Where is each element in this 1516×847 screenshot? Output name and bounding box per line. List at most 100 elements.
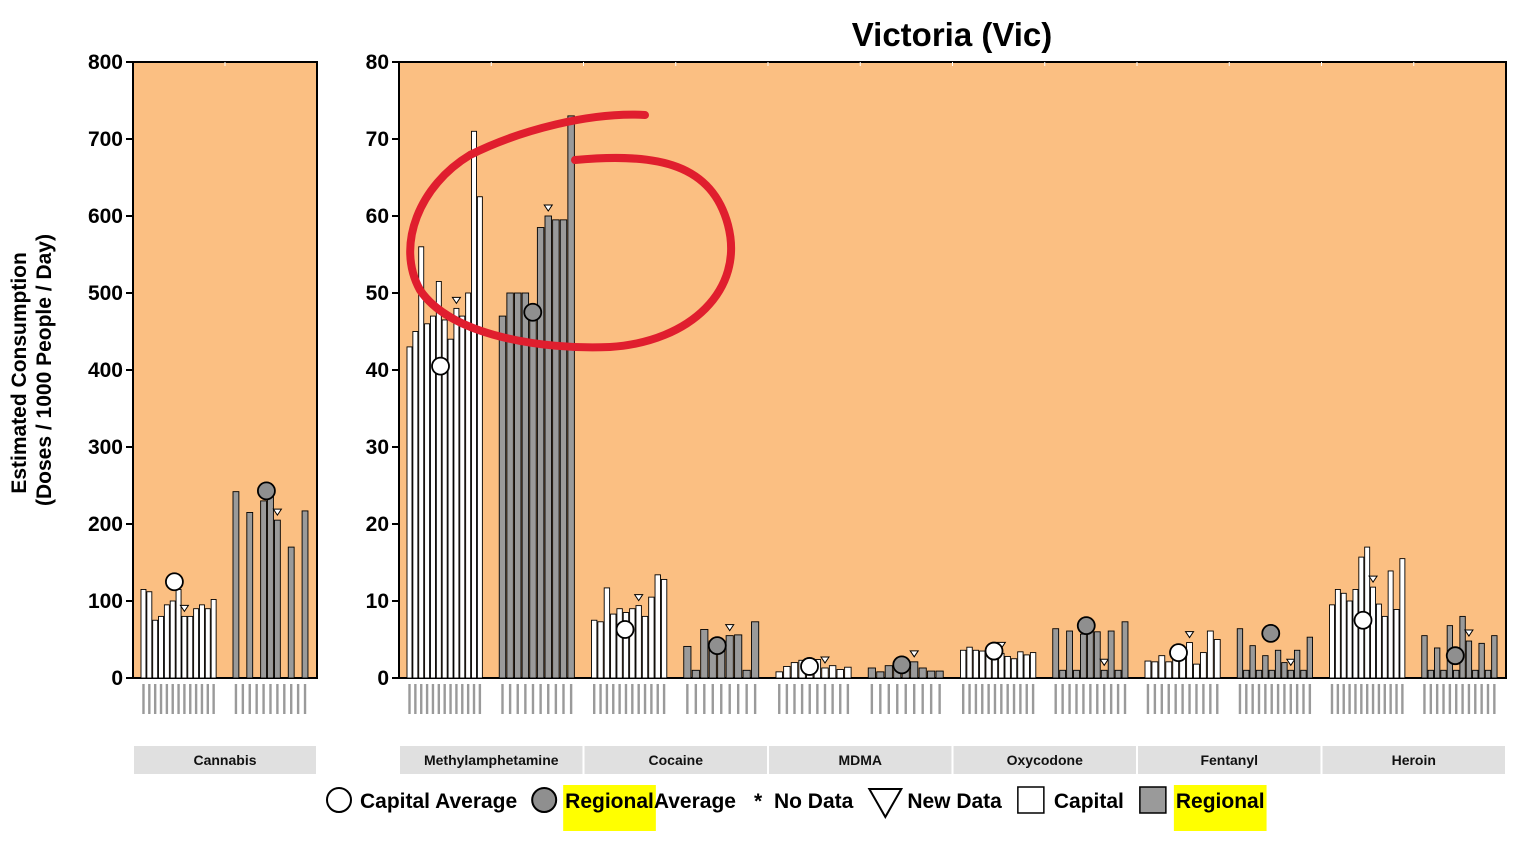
cocaine-regional-new-data-marker xyxy=(724,624,735,632)
cocaine-capital-bar xyxy=(629,608,636,679)
heroin-capital-bar xyxy=(1334,589,1341,679)
heroin-capital-bar xyxy=(1346,600,1353,679)
mdma-capital-new-data-marker xyxy=(820,656,830,664)
cannabis-capital-average-marker xyxy=(164,572,184,592)
oxycodone-capital-bar xyxy=(979,650,986,679)
mdma-capital-date-tick-label xyxy=(800,684,804,714)
heroin-strip xyxy=(1322,746,1505,774)
cannabis-regional-bar xyxy=(232,491,240,679)
legend-item-grey-circle: Regional Average xyxy=(531,785,736,831)
cannabis-capital-date-tick-label xyxy=(194,684,198,714)
mdma-capital-bar xyxy=(790,662,799,679)
fentanyl-capital-bar xyxy=(1144,660,1152,679)
cannabis-capital-bar xyxy=(146,591,153,679)
mdma-regional-bar xyxy=(867,667,876,679)
cannabis-capital-date-tick-label xyxy=(159,684,163,714)
left-y-tick-label: 200 xyxy=(88,513,123,536)
oxycodone-regional-date-tick-label xyxy=(1096,684,1099,714)
mdma-strip-label: MDMA xyxy=(838,752,882,768)
oxycodone-regional-new-data-marker xyxy=(1099,658,1110,667)
legend-grey-circle-icon xyxy=(531,787,558,813)
methylamphetamine-capital-date-tick-label xyxy=(414,684,417,714)
fentanyl-capital-bar xyxy=(1151,661,1159,679)
heroin-capital-date-tick-label xyxy=(1371,684,1375,714)
cannabis-capital-date-tick-label xyxy=(153,684,157,714)
mdma-strip xyxy=(769,746,952,774)
cocaine-capital-new-data-marker xyxy=(633,594,644,602)
heroin-regional-date-tick-label xyxy=(1461,684,1464,714)
cocaine-capital-bar xyxy=(648,596,655,679)
cannabis-capital-date-tick-label xyxy=(171,684,174,714)
heroin-regional-date-tick-label xyxy=(1442,684,1445,714)
oxycodone-capital-date-tick-label xyxy=(974,684,978,714)
cocaine-regional-bar xyxy=(700,629,709,679)
mdma-regional-date-tick-label xyxy=(896,684,899,714)
heroin-capital-date-tick-label xyxy=(1348,684,1351,714)
y-axis-label-line-2: (Doses / 1000 People / Day) xyxy=(33,234,56,506)
fentanyl-regional-date-tick-label xyxy=(1289,684,1292,714)
left-y-tick-label: 0 xyxy=(111,667,123,690)
legend-label: No Data xyxy=(774,790,854,813)
heroin-capital-average-marker xyxy=(1353,610,1373,630)
mdma-capital-bar xyxy=(828,665,837,679)
oxycodone-capital-bar xyxy=(966,646,973,679)
left-y-tick-label: 400 xyxy=(88,359,123,382)
oxycodone-regional-bar xyxy=(1052,628,1060,679)
mdma-capital-bar xyxy=(821,667,829,679)
legend-label: Average xyxy=(654,790,736,813)
methylamphetamine-regional-bar xyxy=(498,315,507,679)
legend-highlight xyxy=(563,785,656,831)
methylamphetamine-capital-bar xyxy=(441,319,448,679)
fentanyl-capital-average-marker xyxy=(1169,643,1188,662)
cannabis-regional-date-tick-label xyxy=(262,684,265,714)
legend-item-open-circle: Capital Average xyxy=(326,787,517,813)
cannabis-regional-date-tick-label xyxy=(290,684,293,714)
methylamphetamine-regional-date-tick-label xyxy=(569,684,573,714)
fentanyl-regional-bar xyxy=(1293,649,1301,679)
cocaine-capital-bar xyxy=(660,578,668,679)
heroin-regional-date-tick-label xyxy=(1480,684,1483,714)
right-y-tick-label: 60 xyxy=(366,205,389,228)
heroin-regional-date-tick-label xyxy=(1493,684,1496,714)
heroin-capital-bar xyxy=(1399,558,1406,679)
heroin-capital-new-data-marker xyxy=(1368,575,1378,584)
fentanyl-capital-date-tick-label xyxy=(1174,684,1177,714)
heroin-regional-average-marker xyxy=(1445,646,1465,666)
cannabis-capital-new-data-marker xyxy=(179,604,190,613)
legend-label: Regional xyxy=(565,790,654,813)
methylamphetamine-regional-date-tick-label xyxy=(531,684,535,714)
cannabis-regional-bar xyxy=(246,512,254,679)
cannabis-capital-date-tick-label xyxy=(206,684,209,714)
legend: Capital Average Regional Average * No Data N… xyxy=(326,785,1267,831)
fentanyl-capital-bar xyxy=(1186,642,1193,679)
fentanyl-regional-bar xyxy=(1236,628,1244,679)
oxycodone-regional-date-tick-label xyxy=(1061,684,1064,714)
y-axis-label: Estimated Consumption (Doses / 1000 Peop… xyxy=(8,234,56,506)
cocaine-regional-date-tick-label xyxy=(728,684,731,714)
methylamphetamine-capital-date-tick-label xyxy=(425,684,429,714)
cannabis-capital-bar xyxy=(199,604,205,679)
methylamphetamine-strip xyxy=(400,746,583,774)
fentanyl-capital-date-tick-label xyxy=(1181,684,1184,714)
mdma-regional-bar xyxy=(918,667,927,679)
heroin-capital-date-tick-label xyxy=(1336,684,1340,714)
fentanyl-capital-new-data-marker xyxy=(1184,631,1195,639)
heroin-capital-date-tick-label xyxy=(1383,684,1386,714)
heroin-regional-bar xyxy=(1472,669,1479,679)
methylamphetamine-regional-date-tick-label xyxy=(501,684,504,714)
cocaine-regional-date-tick-label xyxy=(711,684,714,714)
cocaine-regional-average-marker xyxy=(707,636,727,656)
legend-item-star: * No Data xyxy=(754,790,854,813)
fentanyl-regional-bar xyxy=(1262,655,1269,679)
heroin-capital-date-tick-label xyxy=(1377,684,1381,714)
cannabis-capital-date-tick-label xyxy=(212,684,215,714)
heroin-capital-date-tick-label xyxy=(1395,684,1398,714)
cannabis-strip xyxy=(134,746,316,774)
methylamphetamine-capital-date-tick-label xyxy=(431,684,435,714)
methylamphetamine-regional-new-data-marker xyxy=(543,204,554,212)
cannabis-regional-bar xyxy=(301,510,309,679)
cocaine-regional-date-tick-label xyxy=(745,684,748,714)
fentanyl-capital-date-tick-label xyxy=(1209,684,1212,714)
oxycodone-regional-date-tick-label xyxy=(1123,684,1127,714)
oxycodone-regional-bar xyxy=(1093,631,1101,679)
